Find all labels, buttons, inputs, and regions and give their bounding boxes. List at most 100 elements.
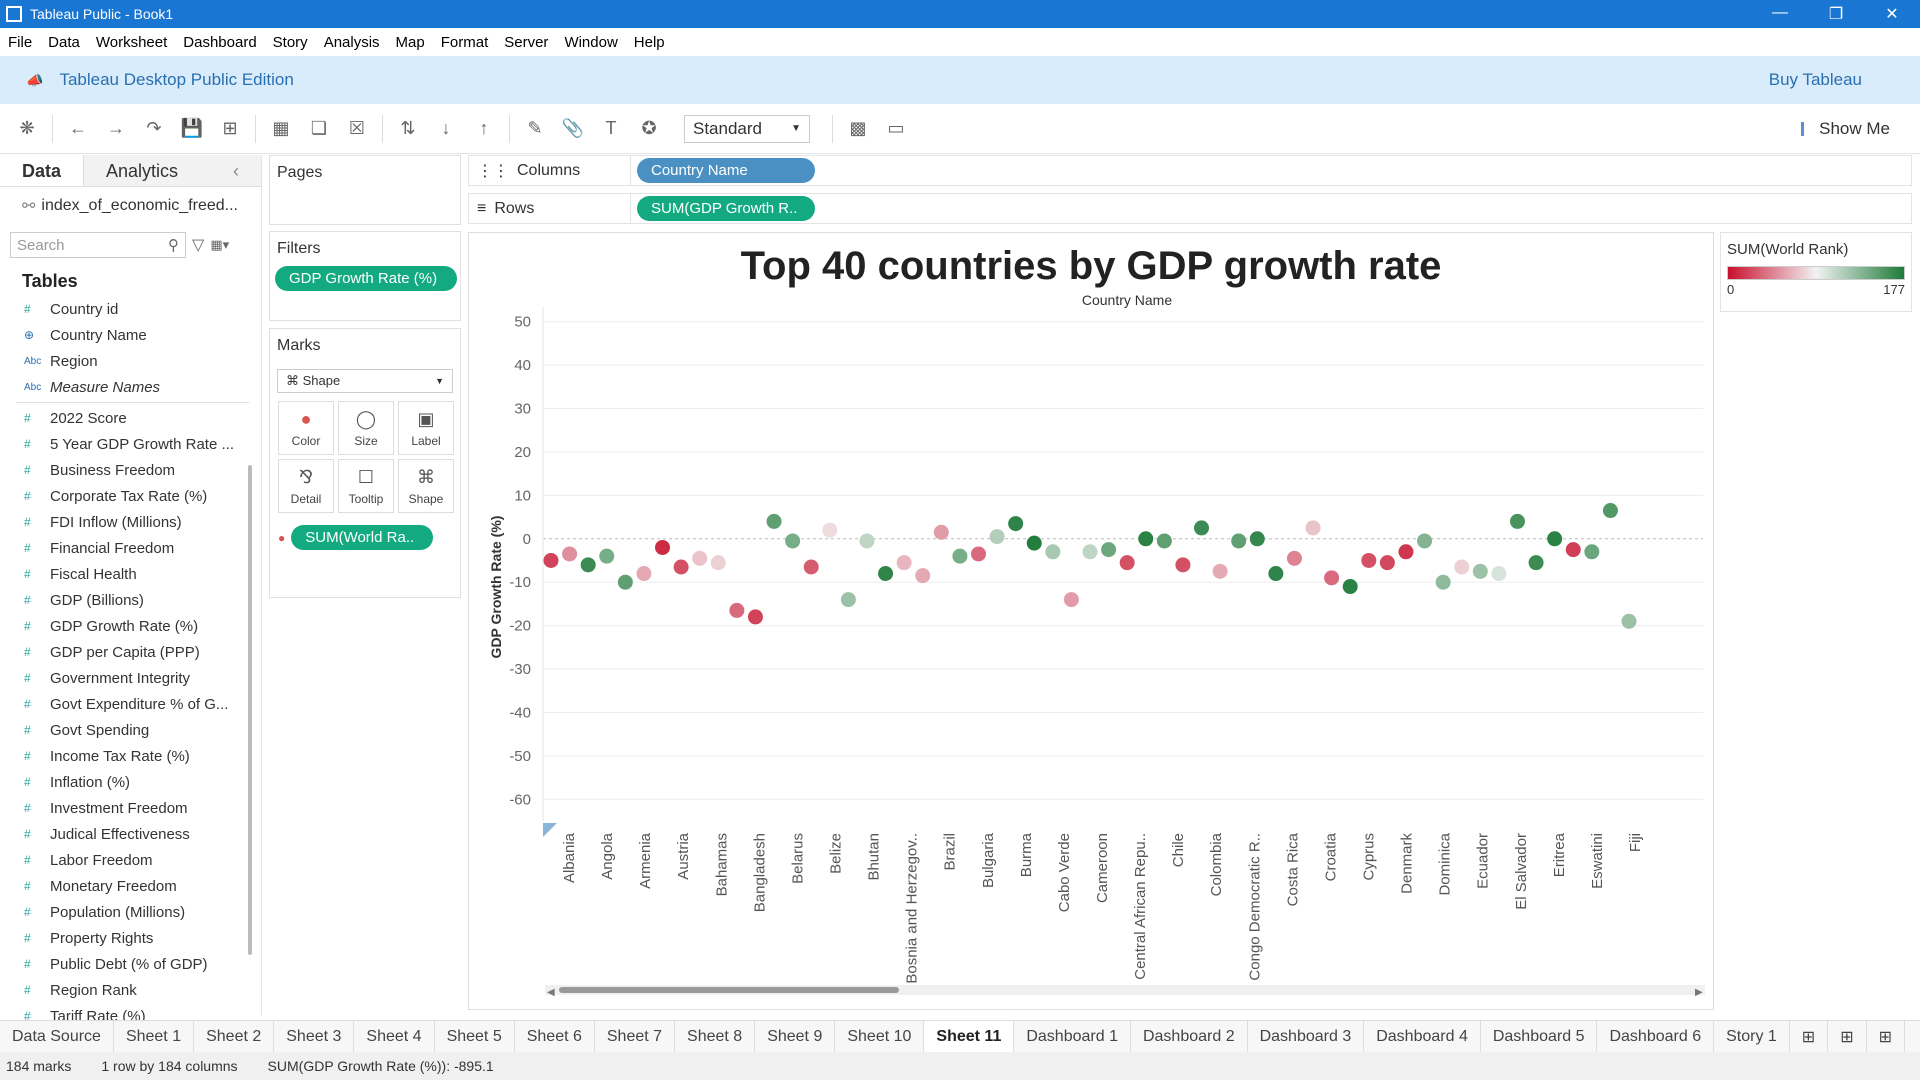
new-story-tab-icon[interactable]: ⊞ — [1867, 1020, 1905, 1053]
sheet-tab[interactable]: Dashboard 5 — [1481, 1020, 1598, 1053]
sheet-tab[interactable]: Sheet 8 — [675, 1020, 756, 1053]
field-country-name[interactable]: ⊕ Country Name — [0, 322, 261, 348]
columns-pill[interactable]: Country Name — [637, 158, 815, 183]
field-measure[interactable]: # GDP Growth Rate (%) — [0, 613, 261, 639]
menu-worksheet[interactable]: Worksheet — [95, 33, 168, 51]
pin-icon[interactable]: ✪ — [641, 118, 657, 138]
search-input[interactable]: Search ⚲ — [10, 232, 186, 258]
field-measure[interactable]: # Population (Millions) — [0, 899, 261, 925]
field-measure[interactable]: # Business Freedom — [0, 457, 261, 483]
undo-icon[interactable]: ← — [69, 118, 87, 138]
redo-icon[interactable]: → — [107, 118, 125, 138]
field-measure[interactable]: #2022 Score — [0, 405, 261, 431]
duplicate-sheet-icon[interactable]: ❏ — [310, 118, 328, 138]
marks-label-button[interactable]: ▣ Label — [398, 401, 454, 455]
menu-data[interactable]: Data — [48, 33, 80, 51]
field-measure[interactable]: # Judical Effectiveness — [0, 821, 261, 847]
field-measure[interactable]: # Government Integrity — [0, 665, 261, 691]
filter-pill[interactable]: GDP Growth Rate (%) — [275, 266, 457, 291]
field-measure[interactable]: # Public Debt (% of GDP) — [0, 951, 261, 977]
buy-tableau-link[interactable]: Buy Tableau — [1768, 70, 1862, 89]
presentation-mode-icon[interactable]: ▭ — [887, 118, 905, 138]
field-measure[interactable]: # Corporate Tax Rate (%) — [0, 483, 261, 509]
sheet-tab[interactable]: Sheet 2 — [194, 1020, 275, 1053]
menu-analysis[interactable]: Analysis — [323, 33, 380, 51]
close-icon[interactable]: ✕ — [1885, 6, 1899, 23]
marks-size-button[interactable]: ◯ Size — [338, 401, 394, 455]
marks-tooltip-button[interactable]: ☐ Tooltip — [338, 459, 394, 513]
sheet-tab[interactable]: Sheet 5 — [435, 1020, 515, 1053]
field-measure[interactable]: # Property Rights — [0, 925, 261, 951]
field-measure[interactable]: # Income Tax Rate (%) — [0, 743, 261, 769]
sheet-tab[interactable]: Sheet 11 — [924, 1020, 1015, 1053]
labels-icon[interactable]: T — [605, 118, 617, 138]
menu-dashboard[interactable]: Dashboard — [183, 33, 257, 51]
sheet-tab[interactable]: Dashboard 3 — [1248, 1020, 1365, 1053]
sheet-tab[interactable]: Sheet 3 — [274, 1020, 355, 1053]
marks-color-button[interactable]: ● Color — [278, 401, 334, 455]
menu-format[interactable]: Format — [440, 33, 489, 51]
sheet-tab[interactable]: Sheet 9 — [755, 1020, 836, 1053]
sheet-tab[interactable]: Sheet 6 — [515, 1020, 595, 1053]
sheet-tab[interactable]: Sheet 1 — [114, 1020, 195, 1053]
new-dashboard-tab-icon[interactable]: ⊞ — [1828, 1020, 1867, 1053]
marks-detail-button[interactable]: ⅋ Detail — [278, 459, 334, 513]
field-country-id[interactable]: # Country id — [0, 296, 261, 322]
sheet-tab[interactable]: Dashboard 1 — [1014, 1020, 1131, 1053]
sort-descending-icon[interactable]: ↑ — [479, 118, 489, 138]
menu-story[interactable]: Story — [272, 33, 308, 51]
field-measure[interactable]: # Govt Expenditure % of G... — [0, 691, 261, 717]
sheet-tab[interactable]: Sheet 7 — [595, 1020, 676, 1053]
new-worksheet-icon[interactable]: ▦ — [272, 118, 290, 138]
new-datasource-icon[interactable]: ⊞ — [222, 118, 238, 138]
sheet-tab[interactable]: Story 1 — [1714, 1020, 1790, 1053]
swap-rows-columns-icon[interactable]: ⇅ — [400, 118, 416, 138]
clear-sheet-icon[interactable]: ☒ — [348, 118, 366, 138]
menu-server[interactable]: Server — [504, 33, 549, 51]
data-pane-scrollbar[interactable] — [248, 465, 252, 955]
filter-icon[interactable]: ▽ — [192, 237, 205, 254]
restore-icon[interactable]: ❐ — [1828, 6, 1844, 23]
menu-map[interactable]: Map — [395, 33, 425, 51]
color-legend[interactable]: SUM(World Rank) 0 177 — [1720, 232, 1912, 312]
field-measure[interactable]: # Region Rank — [0, 977, 261, 1003]
field-measure[interactable]: # GDP per Capita (PPP) — [0, 639, 261, 665]
menu-file[interactable]: File — [8, 33, 33, 51]
sheet-tab[interactable]: Dashboard 2 — [1131, 1020, 1248, 1053]
replay-icon[interactable]: ↷ — [146, 118, 162, 138]
field-measure[interactable]: # GDP (Billions) — [0, 587, 261, 613]
sheet-tab[interactable]: Dashboard 4 — [1364, 1020, 1481, 1053]
fit-select[interactable]: Standard ▼ — [684, 114, 810, 143]
sheet-tab[interactable]: Data Source — [0, 1020, 114, 1053]
marks-shape-button[interactable]: ⌘ Shape — [398, 459, 454, 513]
minimize-icon[interactable]: — — [1772, 4, 1788, 21]
menu-window[interactable]: Window — [564, 33, 618, 51]
sort-ascending-icon[interactable]: ↓ — [441, 118, 451, 138]
collapse-icon[interactable]: ‹ — [233, 161, 239, 181]
rows-pill[interactable]: SUM(GDP Growth R.. — [637, 196, 815, 221]
view-options-icon[interactable]: ▦▾ — [210, 237, 230, 252]
field-measure[interactable]: # Investment Freedom — [0, 795, 261, 821]
show-me-button[interactable]: Show Me — [1801, 119, 1890, 139]
sheet-tab[interactable]: Dashboard 6 — [1597, 1020, 1715, 1053]
sheet-tab[interactable]: Sheet 4 — [354, 1020, 435, 1053]
field-measure[interactable]: #5 Year GDP Growth Rate ... — [0, 431, 261, 457]
sheet-tab[interactable]: Sheet 10 — [835, 1020, 925, 1053]
field-region[interactable]: Abc Region — [0, 348, 261, 374]
group-icon[interactable]: 📎 — [561, 118, 585, 138]
marks-color-pill[interactable]: SUM(World Ra.. — [291, 525, 434, 550]
datasource-item[interactable]: ⚯ index_of_economic_freed... — [0, 187, 261, 225]
menu-help[interactable]: Help — [633, 33, 665, 51]
field-measure[interactable]: # Inflation (%) — [0, 769, 261, 795]
field-measure-names[interactable]: Abc Measure Names — [0, 374, 261, 400]
show-cards-icon[interactable]: ▩ — [849, 118, 867, 138]
tab-data[interactable]: Data — [0, 155, 84, 186]
tableau-logo-icon[interactable]: ❋ — [19, 118, 35, 138]
tab-analytics[interactable]: Analytics ‹ — [83, 155, 261, 186]
field-measure[interactable]: # Financial Freedom — [0, 535, 261, 561]
mark-type-select[interactable]: ⌘ Shape ▼ — [277, 369, 453, 393]
field-measure[interactable]: # Labor Freedom — [0, 847, 261, 873]
highlight-icon[interactable]: ✎ — [527, 118, 543, 138]
field-measure[interactable]: # Monetary Freedom — [0, 873, 261, 899]
field-measure[interactable]: # FDI Inflow (Millions) — [0, 509, 261, 535]
